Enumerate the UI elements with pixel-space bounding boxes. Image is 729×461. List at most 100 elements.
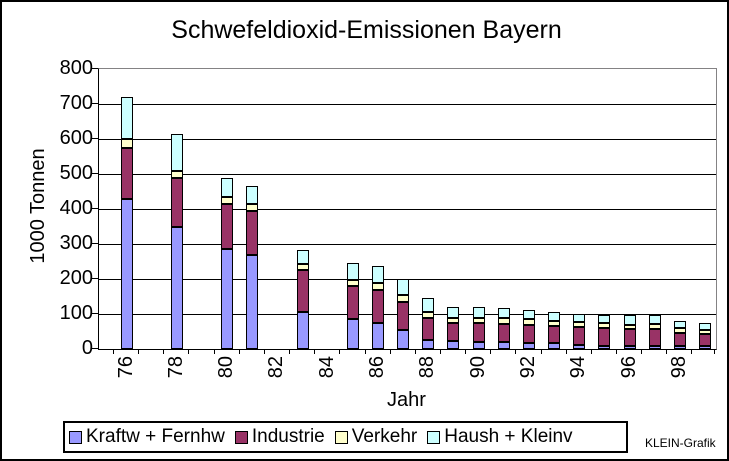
bar-99-verkehr <box>699 330 711 334</box>
bar-78-industrie <box>171 178 183 227</box>
bar-93-kraftw-fernhw <box>548 343 560 349</box>
legend-label: Kraftw + Fernhw <box>86 426 225 447</box>
x-tick-label-86: 86 <box>366 356 388 379</box>
gridline-600 <box>99 139 716 140</box>
y-tick-label-200: 200 <box>59 267 93 289</box>
bar-91-kraftw-fernhw <box>498 342 510 349</box>
x-tick-5 <box>239 349 240 354</box>
bar-90-verkehr <box>473 318 485 323</box>
bar-88-industrie <box>422 318 434 340</box>
legend-swatch-icon <box>334 430 348 444</box>
y-tick-0 <box>92 348 98 349</box>
legend-swatch-icon <box>427 430 441 444</box>
y-tick-200 <box>92 278 98 279</box>
bar-76-haush-kleinv <box>121 97 133 139</box>
bar-89-kraftw-fernhw <box>447 341 459 349</box>
bar-88-kraftw-fernhw <box>422 340 434 349</box>
bar-93-verkehr <box>548 321 560 326</box>
x-tick-label-90: 90 <box>467 356 489 379</box>
y-tick-600 <box>92 138 98 139</box>
bar-91-industrie <box>498 324 510 342</box>
bar-87-industrie <box>397 302 409 330</box>
bar-93-haush-kleinv <box>548 312 560 321</box>
x-tick-10 <box>365 349 366 354</box>
bar-88-verkehr <box>422 312 434 318</box>
bar-98-verkehr <box>674 328 686 333</box>
bar-98-kraftw-fernhw <box>674 346 686 349</box>
x-axis-title: Jahr <box>387 389 426 411</box>
bar-76-industrie <box>121 148 133 199</box>
y-tick-label-300: 300 <box>59 232 93 254</box>
bar-86-industrie <box>372 290 384 323</box>
x-tick-2 <box>163 349 164 354</box>
x-tick-label-92: 92 <box>517 356 539 379</box>
bar-92-haush-kleinv <box>523 310 535 319</box>
bar-78-haush-kleinv <box>171 134 183 171</box>
y-tick-label-800: 800 <box>59 57 93 79</box>
x-tick-label-88: 88 <box>416 356 438 379</box>
x-tick-label-84: 84 <box>316 356 338 379</box>
x-tick-label-82: 82 <box>265 356 287 379</box>
bar-85-industrie <box>347 286 359 319</box>
bar-92-kraftw-fernhw <box>523 343 535 349</box>
bar-91-haush-kleinv <box>498 308 510 318</box>
x-tick-7 <box>289 349 290 354</box>
x-tick-13 <box>440 349 441 354</box>
bar-90-haush-kleinv <box>473 307 485 318</box>
y-tick-800 <box>92 68 98 69</box>
x-tick-9 <box>339 349 340 354</box>
x-tick-16 <box>515 349 516 354</box>
bar-87-verkehr <box>397 295 409 302</box>
y-tick-label-100: 100 <box>59 302 93 324</box>
legend-label: Verkehr <box>351 426 418 447</box>
bar-97-kraftw-fernhw <box>649 346 661 349</box>
bar-89-verkehr <box>447 318 459 323</box>
x-tick-22 <box>666 349 667 354</box>
legend-item-kraftw-fernhw: Kraftw + Fernhw <box>69 426 225 448</box>
bar-90-kraftw-fernhw <box>473 342 485 349</box>
credit-label: KLEIN-Grafik <box>645 436 716 450</box>
bar-94-verkehr <box>573 322 585 327</box>
x-tick-21 <box>641 349 642 354</box>
chart-title: Schwefeldioxid-Emissionen Bayern <box>171 16 562 44</box>
x-tick-label-98: 98 <box>668 356 690 379</box>
bar-94-haush-kleinv <box>573 314 585 322</box>
bar-95-verkehr <box>598 323 610 328</box>
x-tick-17 <box>541 349 542 354</box>
x-tick-20 <box>616 349 617 354</box>
y-tick-label-700: 700 <box>59 92 93 114</box>
bar-96-industrie <box>624 329 636 346</box>
gridline-400 <box>99 209 716 210</box>
y-tick-100 <box>92 313 98 314</box>
bar-80-industrie <box>221 204 233 249</box>
legend-swatch-icon <box>69 430 82 444</box>
bar-97-haush-kleinv <box>649 315 661 324</box>
bar-86-kraftw-fernhw <box>372 323 384 349</box>
bar-96-kraftw-fernhw <box>624 346 636 349</box>
bar-98-industrie <box>674 333 686 346</box>
bar-88-haush-kleinv <box>422 298 434 312</box>
y-tick-label-500: 500 <box>59 162 93 184</box>
bar-97-industrie <box>649 329 661 346</box>
legend-item-haush-kleinv: Haush + Kleinv <box>427 426 573 448</box>
gridline-700 <box>99 104 716 105</box>
x-tick-3 <box>188 349 189 354</box>
legend-item-industrie: Industrie <box>234 426 325 448</box>
y-tick-400 <box>92 208 98 209</box>
bar-95-industrie <box>598 328 610 346</box>
bar-94-kraftw-fernhw <box>573 345 585 349</box>
x-tick-6 <box>264 349 265 354</box>
bar-99-kraftw-fernhw <box>699 346 711 349</box>
x-tick-label-80: 80 <box>215 356 237 379</box>
bar-76-verkehr <box>121 139 133 148</box>
bar-86-verkehr <box>372 283 384 290</box>
bar-80-verkehr <box>221 197 233 204</box>
bar-99-industrie <box>699 334 711 346</box>
x-tick-4 <box>214 349 215 354</box>
bar-83-kraftw-fernhw <box>297 312 309 349</box>
bar-85-kraftw-fernhw <box>347 319 359 349</box>
bar-85-haush-kleinv <box>347 263 359 280</box>
bar-93-industrie <box>548 326 560 343</box>
gridline-500 <box>99 174 716 175</box>
x-tick-11 <box>390 349 391 354</box>
